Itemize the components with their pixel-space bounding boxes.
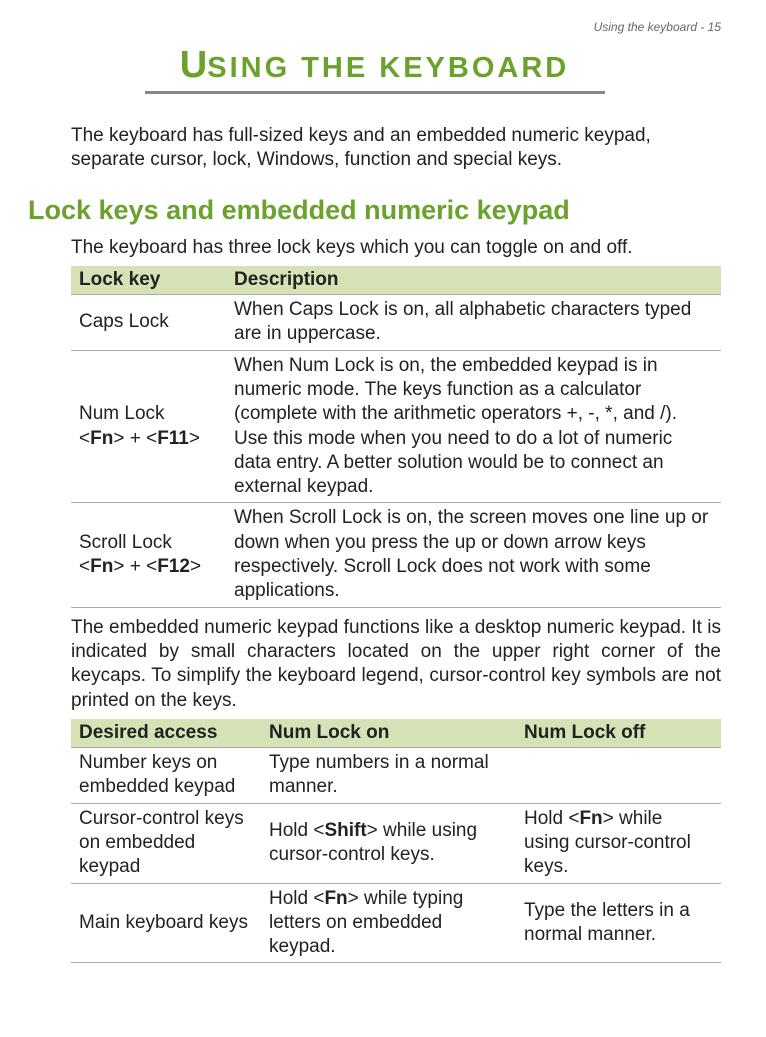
key-bracket: > <box>189 428 200 449</box>
lock-key-description: When Scroll Lock is on, the screen moves… <box>226 503 721 607</box>
table-header: Lock key <box>71 266 226 295</box>
section-paragraph: The embedded numeric keypad functions li… <box>71 616 721 713</box>
table-header-row: Lock key Description <box>71 266 721 295</box>
lock-key-description: When Num Lock is on, the embedded keypad… <box>226 350 721 503</box>
lock-key-description: When Caps Lock is on, all alphabetic cha… <box>226 294 721 350</box>
table-row: Scroll Lock <Fn> + <F12> When Scroll Loc… <box>71 503 721 607</box>
desired-access: Number keys on embedded keypad <box>71 747 261 803</box>
desired-access: Cursor-control keys on embedded keypad <box>71 803 261 883</box>
running-head: Using the keyboard - 15 <box>28 20 721 34</box>
section-intro: The keyboard has three lock keys which y… <box>71 236 721 260</box>
lock-key-label: Num Lock <box>79 403 165 424</box>
key-name: Fn <box>579 808 602 829</box>
section-heading: Lock keys and embedded numeric keypad <box>28 195 721 226</box>
table-row: Caps Lock When Caps Lock is on, all alph… <box>71 294 721 350</box>
numlock-off: Type the letters in a normal manner. <box>516 883 721 963</box>
key-bracket: < <box>79 556 90 577</box>
table-row: Cursor-control keys on embedded keypad H… <box>71 803 721 883</box>
key-bracket: > + < <box>113 556 157 577</box>
table-header: Num Lock off <box>516 719 721 748</box>
document-page: Using the keyboard - 15 USING THE KEYBOA… <box>0 0 766 991</box>
table-row: Main keyboard keys Hold <Fn> while typin… <box>71 883 721 963</box>
chapter-title-initial: U <box>180 44 207 86</box>
numlock-on: Hold <Shift> while using cursor-control … <box>261 803 516 883</box>
key-name: Fn <box>324 888 347 909</box>
numlock-on: Type numbers in a normal manner. <box>261 747 516 803</box>
numlock-off: Hold <Fn> while using cursor-control key… <box>516 803 721 883</box>
text-fragment: Hold < <box>524 808 579 829</box>
table-header: Description <box>226 266 721 295</box>
lock-key-name: Scroll Lock <Fn> + <F12> <box>71 503 226 607</box>
key-name: F11 <box>157 428 189 449</box>
table-header: Num Lock on <box>261 719 516 748</box>
text-fragment: Hold < <box>269 820 324 841</box>
numlock-on: Hold <Fn> while typing letters on embedd… <box>261 883 516 963</box>
key-bracket: < <box>79 428 90 449</box>
numlock-off <box>516 747 721 803</box>
table-row: Num Lock <Fn> + <F11> When Num Lock is o… <box>71 350 721 503</box>
key-bracket: > + < <box>113 428 157 449</box>
key-bracket: > <box>190 556 201 577</box>
intro-paragraph: The keyboard has full-sized keys and an … <box>71 124 721 173</box>
table-header: Desired access <box>71 719 261 748</box>
lock-key-name: Num Lock <Fn> + <F11> <box>71 350 226 503</box>
lock-key-label: Scroll Lock <box>79 532 172 553</box>
key-name: Fn <box>90 428 113 449</box>
key-name: Fn <box>90 556 113 577</box>
key-name: F12 <box>157 556 190 577</box>
lock-keys-table: Lock key Description Caps Lock When Caps… <box>71 266 721 608</box>
chapter-title-rest: SING THE KEYBOARD <box>207 52 569 84</box>
title-rule <box>145 91 605 94</box>
access-table: Desired access Num Lock on Num Lock off … <box>71 719 721 964</box>
text-fragment: Hold < <box>269 888 324 909</box>
key-name: Shift <box>324 820 366 841</box>
table-row: Number keys on embedded keypad Type numb… <box>71 747 721 803</box>
desired-access: Main keyboard keys <box>71 883 261 963</box>
table-header-row: Desired access Num Lock on Num Lock off <box>71 719 721 748</box>
lock-key-name: Caps Lock <box>71 294 226 350</box>
chapter-title: USING THE KEYBOARD <box>28 44 721 87</box>
